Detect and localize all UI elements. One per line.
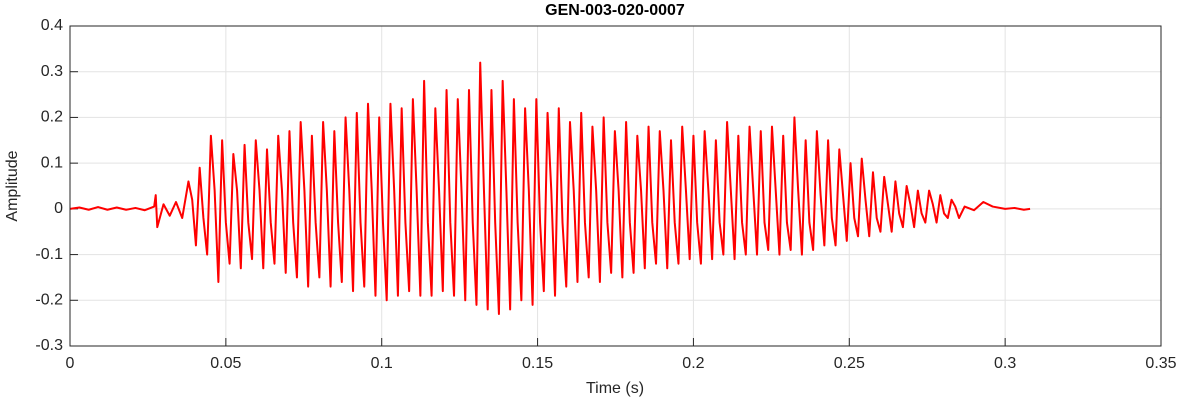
x-tick-label: 0.35 (1145, 355, 1176, 372)
y-tick-label: 0.3 (41, 63, 63, 80)
y-tick-label: 0 (54, 200, 63, 217)
y-tick-label: -0.3 (35, 337, 63, 354)
y-tick-label: 0.4 (41, 17, 63, 34)
axes-box (69, 25, 1162, 347)
x-tick-label: 0.3 (994, 355, 1016, 372)
plot-area (70, 26, 1161, 346)
x-tick-label: 0 (66, 355, 75, 372)
x-axis-label: Time (s) (586, 380, 644, 397)
x-tick-label: 0.2 (682, 355, 704, 372)
y-axis-label: Amplitude (4, 150, 21, 221)
y-tick-label: 0.2 (41, 109, 63, 126)
x-tick-label: 0.15 (522, 355, 553, 372)
x-tick-label: 0.1 (371, 355, 393, 372)
y-tick-label: 0.1 (41, 154, 63, 171)
x-tick-label: 0.05 (210, 355, 241, 372)
chart-title: GEN-003-020-0007 (545, 2, 685, 19)
y-tick-label: -0.1 (35, 246, 63, 263)
waveform-line (69, 61, 1031, 315)
x-tick-label: 0.25 (834, 355, 865, 372)
y-tick-label: -0.2 (35, 292, 63, 309)
